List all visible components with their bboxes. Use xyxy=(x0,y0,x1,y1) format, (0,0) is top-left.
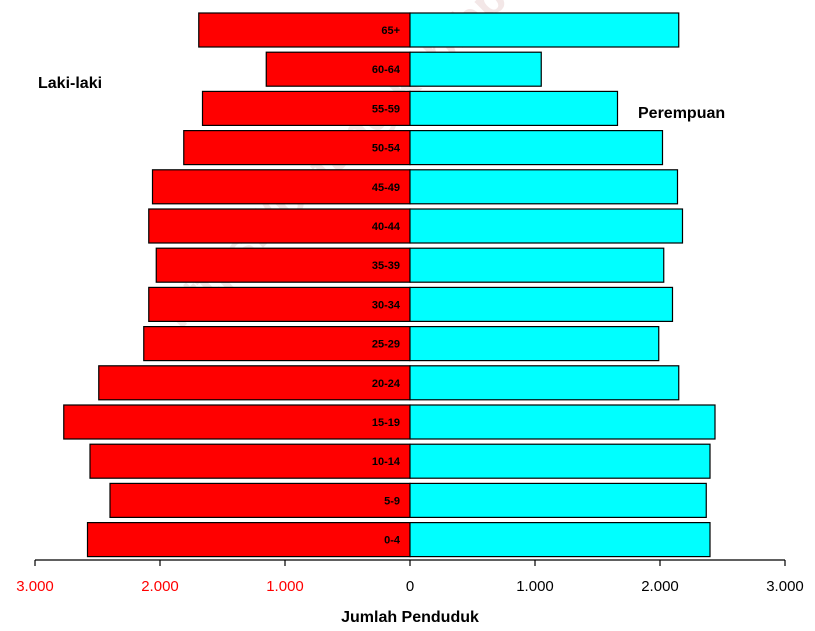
x-axis-ticks: 3.000 2.000 1.000 0 1.000 2.000 3.000 xyxy=(16,560,804,595)
bar-female-35-39 xyxy=(409,247,665,283)
x-axis-title: Jumlah Penduduk xyxy=(341,609,479,626)
age-label-55-59: 55-59 xyxy=(372,103,400,115)
bar-female-45-49 xyxy=(409,169,679,205)
bar-male-25-29 xyxy=(143,326,411,362)
bar-female-25-29 xyxy=(409,326,660,362)
bar-male-65+ xyxy=(198,12,411,48)
bar-female-55-59 xyxy=(409,90,619,127)
age-label-20-24: 20-24 xyxy=(372,378,401,390)
bar-male-40-44 xyxy=(148,208,411,244)
age-label-35-39: 35-39 xyxy=(372,260,400,272)
bar-female-40-44 xyxy=(409,208,684,244)
bar-male-45-49 xyxy=(151,169,411,205)
age-label-40-44: 40-44 xyxy=(372,221,401,233)
bar-female-65+ xyxy=(409,12,680,48)
bar-male-10-14 xyxy=(89,443,411,479)
female-bars xyxy=(409,12,716,558)
bar-female-30-34 xyxy=(409,286,674,322)
legend-perempuan: Perempuan xyxy=(638,105,725,122)
tick-label: 3.000 xyxy=(766,578,804,595)
tick-label: 2.000 xyxy=(641,578,679,595)
age-label-25-29: 25-29 xyxy=(372,339,400,351)
age-group-labels: 0-4 5-9 10-14 15-19 20-24 25-29 30-34 35-39 40-4… xyxy=(372,25,401,547)
bar-female-50-54 xyxy=(409,130,664,166)
bar-female-20-24 xyxy=(409,365,680,401)
bar-male-0-4 xyxy=(86,521,411,558)
bar-male-50-54 xyxy=(183,130,411,166)
age-label-10-14: 10-14 xyxy=(372,456,401,468)
bar-female-5-9 xyxy=(409,482,707,518)
tick-label: 1.000 xyxy=(516,578,554,595)
bar-male-5-9 xyxy=(109,482,411,518)
tick-label: 1.000 xyxy=(266,578,304,595)
age-label-45-49: 45-49 xyxy=(372,182,400,194)
age-label-5-9: 5-9 xyxy=(384,495,400,507)
legend-laki-laki: Laki-laki xyxy=(38,75,102,92)
age-label-15-19: 15-19 xyxy=(372,417,400,429)
age-label-65+: 65+ xyxy=(381,25,400,37)
bar-male-30-34 xyxy=(148,286,411,322)
bar-female-60-64 xyxy=(409,51,542,87)
bar-male-35-39 xyxy=(155,247,411,283)
male-bars xyxy=(63,12,411,558)
age-label-30-34: 30-34 xyxy=(372,299,401,311)
bar-male-20-24 xyxy=(98,365,411,401)
bar-female-0-4 xyxy=(409,521,711,558)
tick-label: 2.000 xyxy=(141,578,179,595)
tick-label: 0 xyxy=(406,578,414,595)
bar-female-10-14 xyxy=(409,443,711,479)
bar-female-15-19 xyxy=(409,404,716,440)
tick-label: 3.000 xyxy=(16,578,54,595)
bar-male-15-19 xyxy=(63,404,411,440)
bar-male-60-64 xyxy=(265,51,411,87)
age-label-50-54: 50-54 xyxy=(372,143,401,155)
age-label-60-64: 60-64 xyxy=(372,64,401,76)
age-label-0-4: 0-4 xyxy=(384,535,401,547)
